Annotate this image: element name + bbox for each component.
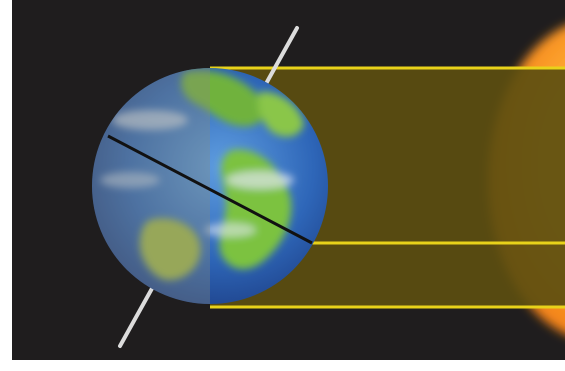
day-night-terminator <box>107 134 313 245</box>
globe-icon <box>92 68 328 304</box>
